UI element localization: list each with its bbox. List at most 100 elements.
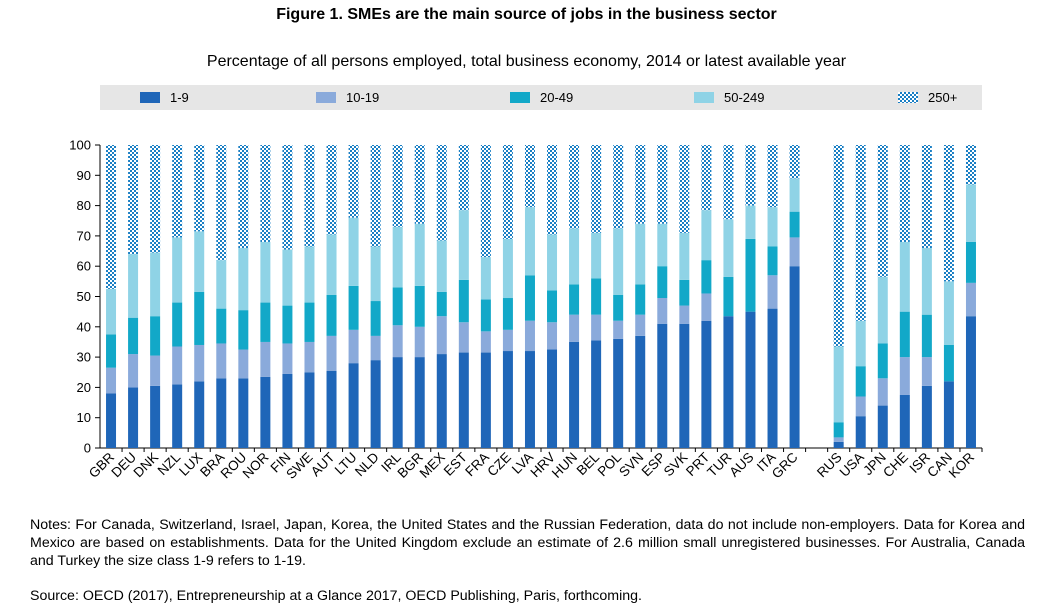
- bars: [106, 145, 983, 452]
- legend-swatch-10-19: [316, 92, 336, 103]
- bar-IRL-10-19: [392, 325, 403, 358]
- bar-CAN-1-9: [943, 381, 954, 448]
- bar-MEX-20-49: [436, 291, 447, 317]
- legend-label-20-49: 20-49: [540, 90, 573, 105]
- legend-background: [100, 85, 982, 110]
- bar-FRA-10-19: [480, 331, 491, 353]
- bar-BEL-1-9: [591, 340, 602, 448]
- bar-NLD-20-49: [370, 301, 381, 336]
- bar-AUT-50-249: [326, 234, 337, 295]
- bar-LUX-20-49: [194, 291, 205, 345]
- bar-BRA-1-9: [216, 378, 227, 448]
- bar-KOR-250+: [965, 145, 976, 185]
- bar-PRT-1-9: [701, 320, 712, 448]
- bar-JPN-10-19: [877, 378, 888, 406]
- bar-JPN-50-249: [877, 276, 888, 344]
- bar-EST-50-249: [458, 210, 469, 280]
- bar-DEU-250+: [128, 145, 139, 255]
- bar-BRA-250+: [216, 145, 227, 261]
- bar-JPN-1-9: [877, 405, 888, 448]
- source-text: Source: OECD (2017), Entrepreneurship at…: [30, 588, 642, 604]
- bar-RUS-250+: [833, 145, 844, 347]
- figure-subtitle: Percentage of all persons employed, tota…: [206, 53, 847, 70]
- bar-AUT-1-9: [326, 370, 337, 448]
- bar-LVA-1-9: [524, 351, 535, 448]
- bar-TUR-50-249: [723, 219, 734, 277]
- bar-AUT-20-49: [326, 294, 337, 336]
- bar-ESP-250+: [657, 145, 668, 224]
- bar-ESP-20-49: [657, 266, 668, 299]
- legend-label-250+: 250+: [928, 90, 957, 105]
- bar-LVA-10-19: [524, 320, 535, 352]
- bar-IRL-250+: [392, 145, 403, 227]
- bar-BEL-20-49: [591, 278, 602, 315]
- bar-KOR-20-49: [965, 241, 976, 283]
- bar-PRT-250+: [701, 145, 712, 211]
- bar-SWE-10-19: [304, 341, 315, 373]
- bar-CHE-50-249: [899, 241, 910, 312]
- bar-NZL-1-9: [172, 384, 183, 448]
- bar-SVN-50-249: [635, 223, 646, 285]
- bar-FIN-250+: [282, 145, 293, 250]
- bar-HRV-10-19: [547, 322, 558, 350]
- bar-SWE-250+: [304, 145, 315, 247]
- bar-SWE-50-249: [304, 246, 315, 303]
- bar-MEX-1-9: [436, 354, 447, 448]
- bar-SWE-20-49: [304, 302, 315, 342]
- bar-CHE-10-19: [899, 357, 910, 395]
- bar-HUN-10-19: [569, 314, 580, 342]
- y-tick-label-10: 10: [77, 410, 91, 425]
- bar-FIN-20-49: [282, 305, 293, 344]
- bar-USA-50-249: [855, 320, 866, 367]
- bar-GRC-20-49: [789, 211, 800, 238]
- bar-CAN-20-49: [943, 344, 954, 382]
- bar-BGR-50-249: [414, 223, 425, 286]
- bar-BGR-1-9: [414, 357, 425, 448]
- bar-HUN-20-49: [569, 284, 580, 315]
- y-tick-label-70: 70: [77, 228, 91, 243]
- bar-LTU-1-9: [348, 363, 359, 448]
- y-tick-label-100: 100: [69, 138, 91, 153]
- bar-KOR-50-249: [965, 184, 976, 242]
- bar-GRC-10-19: [789, 237, 800, 267]
- bar-ROU-250+: [238, 145, 249, 249]
- bar-AUS-250+: [745, 145, 756, 206]
- bar-LUX-10-19: [194, 344, 205, 382]
- bar-LTU-250+: [348, 145, 359, 218]
- bar-GRC-50-249: [789, 178, 800, 212]
- bar-NZL-50-249: [172, 237, 183, 303]
- bar-PRT-10-19: [701, 293, 712, 321]
- bar-SVK-250+: [679, 145, 690, 233]
- bar-TUR-1-9: [723, 316, 734, 448]
- bar-SWE-1-9: [304, 372, 315, 448]
- bar-MEX-250+: [436, 145, 447, 241]
- legend: 1-9 10-19 20-49 50-249 250+: [140, 90, 957, 105]
- bar-HRV-50-249: [547, 234, 558, 291]
- bar-POL-20-49: [613, 294, 624, 321]
- bar-SVK-50-249: [679, 232, 690, 280]
- y-tick-label-0: 0: [84, 441, 91, 456]
- bar-EST-1-9: [458, 352, 469, 448]
- bar-NLD-50-249: [370, 246, 381, 302]
- bar-FRA-20-49: [480, 299, 491, 332]
- bar-BEL-10-19: [591, 314, 602, 341]
- bar-NZL-250+: [172, 145, 183, 238]
- bar-LVA-20-49: [524, 275, 535, 321]
- bar-BRA-20-49: [216, 308, 227, 344]
- bar-NOR-250+: [260, 145, 271, 242]
- bar-GRC-250+: [789, 145, 800, 179]
- x-label-GRC: GRC: [769, 449, 801, 481]
- bar-HRV-250+: [547, 145, 558, 235]
- bar-FRA-250+: [480, 145, 491, 258]
- bar-RUS-20-49: [833, 422, 844, 438]
- legend-label-10-19: 10-19: [346, 90, 379, 105]
- bar-ITA-10-19: [767, 275, 778, 309]
- bar-USA-20-49: [855, 366, 866, 397]
- y-tick-label-40: 40: [77, 319, 91, 334]
- y-tick-label-30: 30: [77, 350, 91, 365]
- y-tick-label-60: 60: [77, 259, 91, 274]
- bar-KOR-10-19: [965, 282, 976, 317]
- bar-DNK-250+: [150, 145, 161, 253]
- bar-POL-1-9: [613, 338, 624, 448]
- bar-DEU-20-49: [128, 317, 139, 355]
